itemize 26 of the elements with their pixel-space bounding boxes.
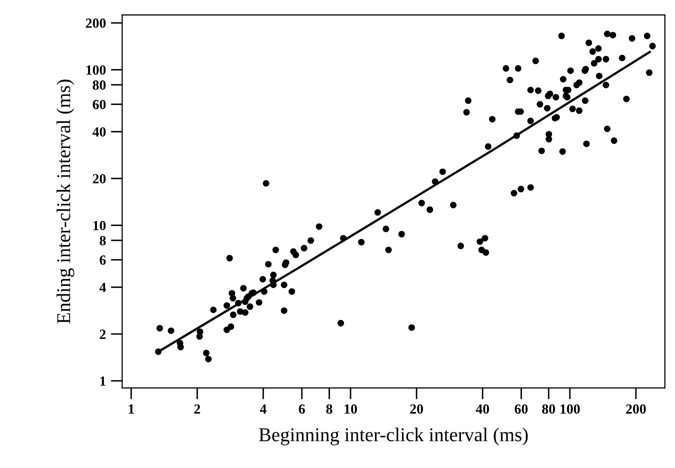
- x-tick-label: 2: [194, 404, 200, 414]
- y-tick-label: 20: [92, 174, 106, 184]
- y-tick-label: 10: [93, 220, 106, 230]
- x-tick-label: 20: [410, 404, 423, 414]
- x-tick-label: 4: [260, 404, 266, 414]
- y-tick-label: 40: [92, 127, 106, 137]
- x-tick-label: 1: [128, 404, 134, 414]
- y-axis-title: Ending inter-click interval (ms): [56, 80, 74, 324]
- x-tick-label: 80: [542, 404, 556, 414]
- y-tick-label: 200: [86, 18, 106, 28]
- y-tick-label: 1: [100, 376, 106, 386]
- x-tick-label: 10: [344, 404, 357, 414]
- y-tick-label: 6: [100, 255, 106, 265]
- x-axis-title: Beginning inter-click interval (ms): [259, 428, 528, 446]
- y-tick-label: 100: [86, 65, 106, 75]
- x-tick-label: 8: [326, 404, 332, 414]
- y-tick-label: 8: [100, 236, 106, 246]
- y-tick-label: 80: [92, 80, 106, 90]
- x-tick-label: 200: [626, 404, 646, 414]
- x-tick-label: 60: [514, 404, 528, 414]
- x-tick-label: 40: [476, 404, 490, 414]
- x-tick-label: 100: [560, 404, 580, 414]
- y-tick-label: 2: [100, 330, 106, 339]
- x-tick-label: 6: [298, 404, 305, 414]
- y-tick-label: 60: [92, 100, 106, 110]
- y-tick-label: 4: [99, 282, 106, 292]
